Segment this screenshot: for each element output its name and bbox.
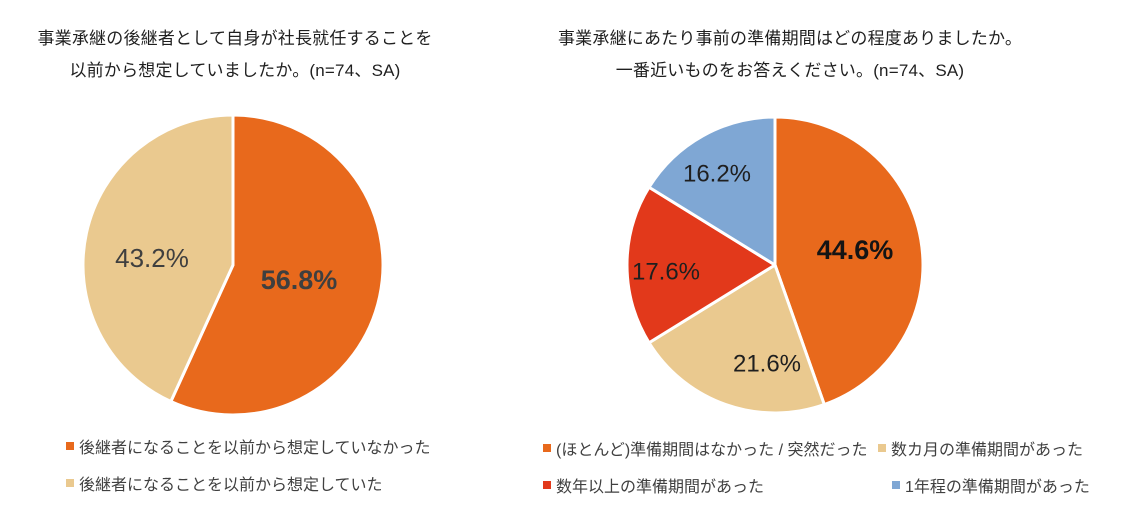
pie-slice — [169, 113, 385, 417]
legend-row: (ほとんど)準備期間はなかった / 突然だった 数カ月の準備期間があった — [543, 436, 1090, 460]
pie-slice — [773, 115, 925, 407]
left-chart-title: 事業承継の後継者として自身が社長就任することを 以前から想定していましたか。(n… — [10, 23, 460, 87]
pie-slice — [81, 113, 235, 404]
pie-slice-label: 56.8% — [261, 265, 338, 295]
pie-slice-label: 16.2% — [683, 161, 751, 188]
pie-slice — [647, 115, 777, 267]
legend-row: 数年以上の準備期間があった 1年程の準備期間があった — [543, 473, 1090, 497]
legend-color-swatch — [543, 481, 551, 489]
legend-item: 数カ月の準備期間があった — [878, 436, 1083, 460]
pie-slice — [625, 185, 777, 345]
legend-color-swatch — [892, 481, 900, 489]
legend-color-swatch — [878, 444, 886, 452]
legend-item: 数年以上の準備期間があった — [543, 473, 892, 497]
legend-row: 後継者になることを以前から想定していた — [66, 471, 431, 495]
right-chart-title-line-2: 一番近いものをお答えください。(n=74、SA) — [615, 61, 965, 80]
pie-slice-label: 44.6% — [817, 235, 894, 265]
pie-slice-label: 43.2% — [115, 243, 189, 273]
legend-row: 後継者になることを以前から想定していなかった — [66, 434, 431, 458]
legend-label: 数年以上の準備期間があった — [556, 479, 765, 496]
legend-item: 後継者になることを以前から想定していた — [66, 471, 383, 495]
legend-label: 後継者になることを以前から想定していなかった — [79, 440, 431, 457]
left-chart-legend: 後継者になることを以前から想定していなかった 後継者になることを以前から想定してい… — [66, 434, 431, 495]
legend-label: 後継者になることを以前から想定していた — [79, 477, 383, 494]
pie-slice-label: 17.6% — [632, 259, 700, 286]
right-chart-legend: (ほとんど)準備期間はなかった / 突然だった 数カ月の準備期間があった数年以上の… — [543, 436, 1090, 497]
legend-item: 後継者になることを以前から想定していなかった — [66, 434, 431, 458]
right-chart-title: 事業承継にあたり事前の準備期間はどの程度ありましたか。 一番近いものをお答えくだ… — [540, 23, 1040, 87]
pie-slice-label: 21.6% — [733, 351, 801, 378]
pie-slice — [647, 263, 826, 415]
legend-item: (ほとんど)準備期間はなかった / 突然だった — [543, 436, 878, 460]
right-chart-title-line-1: 事業承継にあたり事前の準備期間はどの程度ありましたか。 — [557, 29, 1023, 48]
legend-item: 1年程の準備期間があった — [892, 473, 1090, 497]
legend-label: 数カ月の準備期間があった — [891, 442, 1084, 459]
left-chart-title-line-2: 以前から想定していましたか。(n=74、SA) — [69, 61, 401, 80]
legend-label: (ほとんど)準備期間はなかった / 突然だった — [556, 442, 868, 459]
legend-color-swatch — [66, 479, 74, 487]
legend-label: 1年程の準備期間があった — [905, 479, 1090, 496]
left-chart-title-line-1: 事業承継の後継者として自身が社長就任することを — [37, 29, 433, 48]
legend-color-swatch — [543, 444, 551, 452]
legend-color-swatch — [66, 442, 74, 450]
